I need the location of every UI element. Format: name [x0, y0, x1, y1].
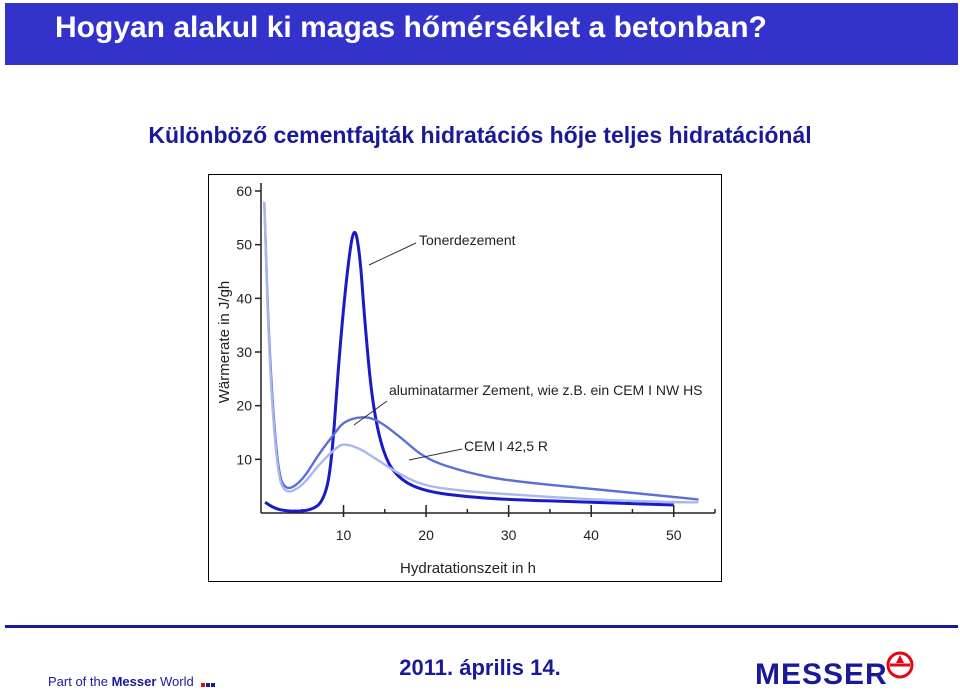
x-tick-label: 20 [418, 527, 434, 543]
footer-prefix: Part of the [48, 674, 112, 689]
y-tick-label: 10 [236, 451, 252, 467]
y-tick-label: 40 [236, 290, 252, 306]
footer-date: 2011. április 14. [399, 655, 561, 680]
logo-text: MESSER [755, 658, 888, 691]
heat-rate-chart: 10 20 30 40 50 60 10 20 30 40 50 Hydratationszeit i… [216, 183, 716, 577]
annotation-leader-2 [408, 448, 463, 461]
x-axis-label: Hydratationszeit in h [400, 560, 536, 577]
y-tick-label: 50 [236, 237, 252, 253]
chart-labels: Tonerdezement aluminatarmer Zement, wie z… [353, 232, 703, 461]
page-title: Hogyan alakul ki magas hőmérséklet a bet… [55, 11, 767, 44]
page-subtitle: Különböző cementfajták hidratációs hője … [148, 122, 812, 148]
y-axis-label: Wärmerate in J/gh [216, 281, 233, 404]
x-tick-label: 40 [583, 527, 599, 543]
footer-part-of-messer: Part of the Messer World [48, 674, 216, 690]
messer-emblem-icon [886, 651, 914, 679]
annotation-leader-0 [368, 242, 417, 266]
footer-brand: Messer [111, 674, 157, 689]
annotation-label-0: Tonerdezement [419, 232, 516, 248]
series-line-0 [264, 231, 674, 513]
x-tick-label: 50 [666, 527, 682, 543]
series-line-2 [263, 201, 699, 504]
footer-suffix: World [156, 674, 194, 689]
y-tick-label: 20 [236, 398, 252, 414]
y-tick-label: 60 [236, 183, 252, 199]
annotation-label-2: CEM I 42,5 R [464, 438, 548, 454]
y-tick-label: 30 [236, 344, 252, 360]
title-bar: Hogyan alakul ki magas hőmérséklet a bet… [5, 3, 958, 65]
chart-series [263, 201, 699, 513]
annotation-label-1: aluminatarmer Zement, wie z.B. ein CEM I… [389, 382, 703, 398]
chart-frame: 10 20 30 40 50 60 10 20 30 40 50 Hydratationszeit i… [208, 174, 722, 582]
annotation-leader-1 [353, 400, 388, 426]
x-tick-label: 30 [501, 527, 517, 543]
footer-divider [5, 625, 958, 628]
chart-axes: 10 20 30 40 50 60 10 20 30 40 50 Hydratationszeit i… [216, 183, 716, 577]
messer-dots-icon [201, 675, 216, 690]
x-tick-label: 10 [336, 527, 352, 543]
